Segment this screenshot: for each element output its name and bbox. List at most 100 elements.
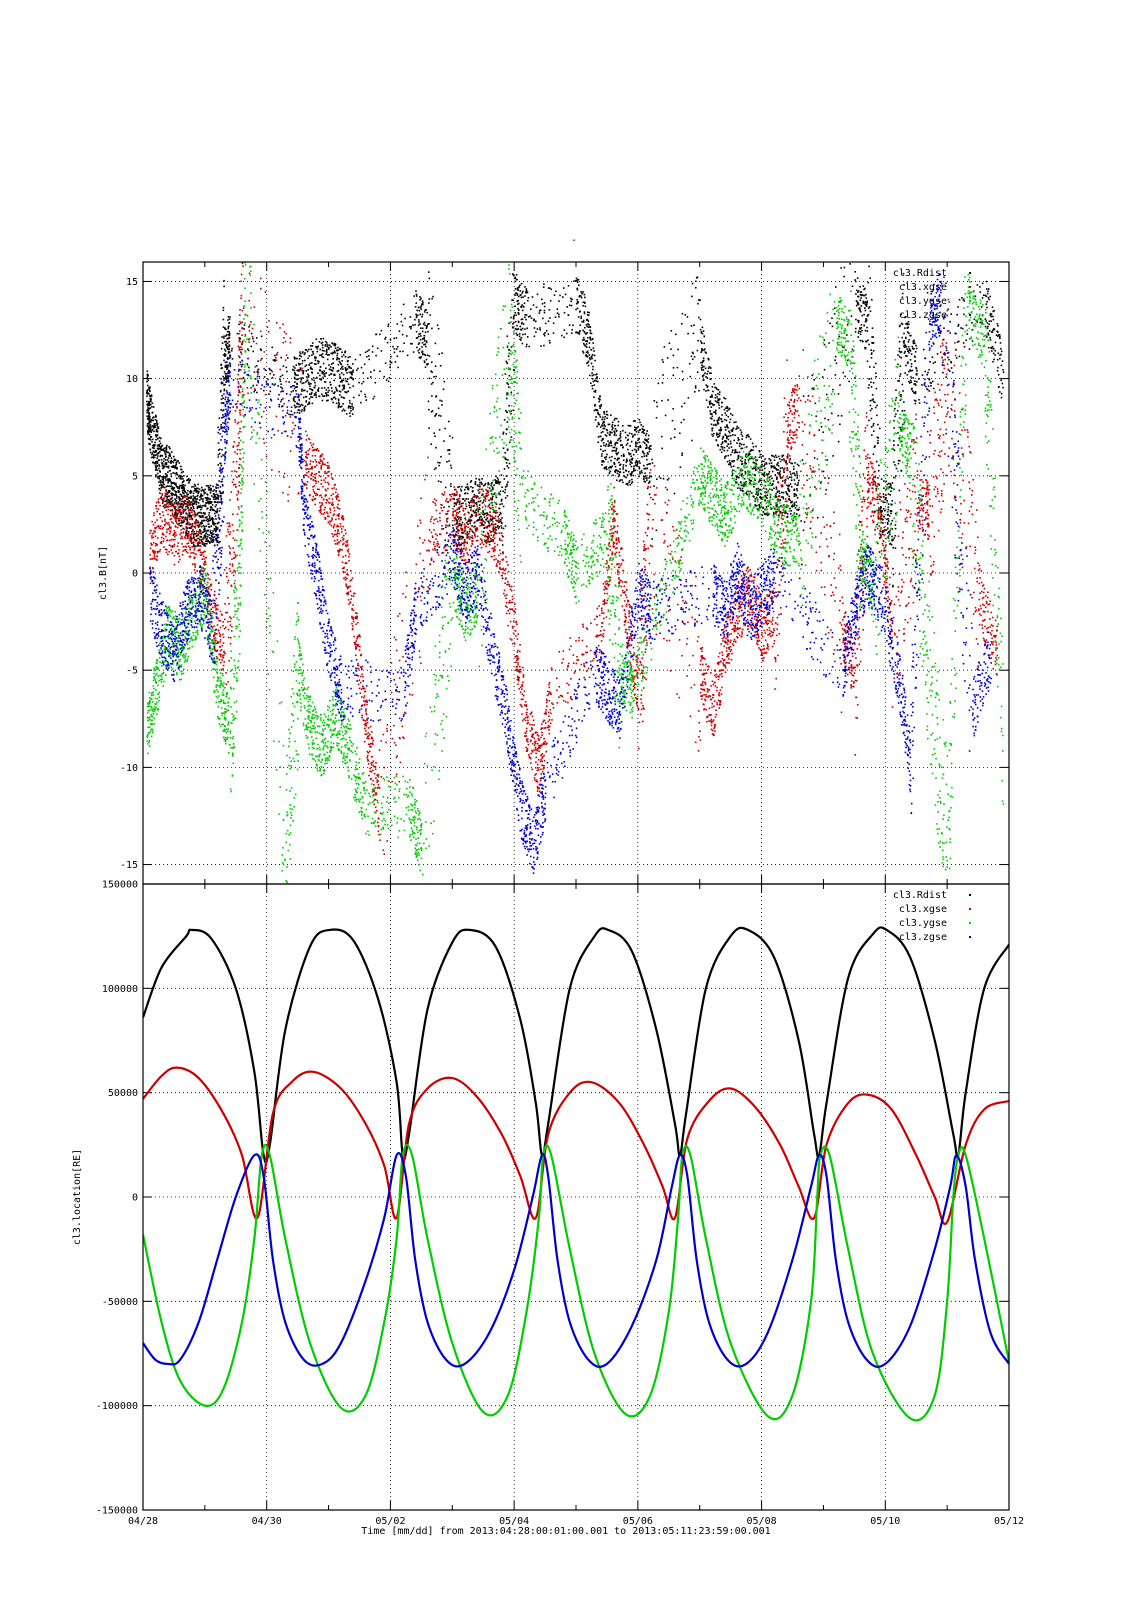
scatter-point [195, 500, 198, 502]
scatter-point [214, 496, 217, 498]
scatter-point [876, 404, 878, 407]
scatter-point [210, 495, 213, 497]
scatter-point [895, 397, 898, 399]
scatter-point [442, 388, 445, 391]
scatter-point [390, 355, 392, 358]
scatter-point [508, 322, 510, 325]
scatter-point [626, 482, 629, 485]
scatter-point [453, 505, 456, 508]
scatter-point [160, 482, 162, 484]
scatter-point [184, 491, 186, 493]
scatter-point [813, 379, 815, 381]
scatter-point [186, 505, 189, 508]
scatter-point [155, 507, 158, 510]
scatter-point [999, 391, 1001, 393]
scatter-point [856, 301, 859, 303]
scatter-point [146, 430, 149, 432]
scatter-point [763, 487, 765, 490]
scatter-point [1000, 392, 1003, 395]
scatter-point [737, 437, 739, 439]
scatter-point [738, 445, 741, 447]
scatter-point [502, 490, 504, 493]
scatter-point [522, 290, 524, 293]
scatter-point [695, 277, 698, 279]
scatter-point [740, 481, 742, 483]
scatter-point [186, 521, 189, 524]
scatter-point [241, 363, 244, 366]
scatter-point [192, 529, 194, 531]
scatter-point [543, 311, 546, 314]
scatter-point [200, 538, 203, 541]
scatter-point [150, 426, 152, 428]
scatter-point [152, 536, 155, 539]
scatter-point [628, 479, 631, 482]
scatter-point [874, 445, 876, 447]
scatter-point [517, 311, 519, 314]
scatter-point [424, 354, 427, 357]
scatter-point [213, 521, 215, 524]
scatter-point [173, 487, 176, 489]
scatter-point [489, 507, 492, 510]
scatter-point [153, 447, 155, 449]
scatter-point [346, 380, 348, 383]
scatter-point [696, 371, 699, 373]
scatter-point [471, 514, 474, 517]
scatter-point [749, 450, 752, 452]
scatter-point [387, 323, 390, 326]
scatter-point [279, 375, 282, 378]
scatter-point [484, 512, 487, 515]
scatter-point [418, 348, 421, 350]
scatter-point [296, 357, 298, 360]
scatter-point [648, 480, 651, 483]
scatter-point [224, 361, 227, 364]
scatter-point [214, 522, 217, 525]
scatter-point [175, 485, 178, 487]
scatter-point [490, 484, 492, 487]
scatter-point [632, 474, 635, 477]
scatter-point [149, 398, 152, 400]
scatter-point [513, 236, 515, 238]
scatter-point [458, 543, 460, 545]
scatter-point [348, 365, 351, 368]
scatter-point [714, 400, 717, 402]
scatter-point [154, 424, 156, 427]
scatter-point [444, 539, 446, 542]
scatter-point [201, 519, 203, 522]
scatter-point [636, 463, 638, 466]
scatter-point [205, 502, 207, 504]
scatter-point [512, 321, 515, 324]
scatter-point [212, 540, 215, 543]
scatter-point [496, 520, 498, 522]
scatter-point [159, 492, 161, 494]
scatter-point [193, 503, 195, 505]
scatter-point [437, 461, 439, 464]
scatter-point [943, 327, 945, 329]
scatter-point [645, 477, 647, 479]
scatter-point [155, 450, 157, 452]
scatter-point [438, 429, 441, 431]
scatter-point [207, 539, 209, 542]
scatter-point [794, 483, 796, 485]
scatter-point [159, 497, 162, 500]
scatter-point [466, 522, 468, 524]
scatter-point [164, 504, 166, 506]
scatter-point [793, 479, 796, 481]
scatter-point [444, 427, 446, 430]
scatter-point [338, 403, 341, 405]
scatter-point [421, 300, 424, 302]
scatter-point [295, 386, 297, 388]
scatter-point [488, 541, 491, 543]
scatter-point [622, 464, 625, 466]
scatter-point [342, 408, 345, 411]
scatter-point [157, 508, 160, 510]
scatter-point [635, 449, 637, 452]
scatter-point [153, 430, 155, 433]
scatter-point [580, 296, 583, 299]
scatter-point [755, 445, 757, 448]
scatter-point [707, 367, 710, 369]
scatter-point [694, 387, 697, 389]
scatter-point [191, 525, 194, 527]
scatter-point [997, 366, 999, 369]
scatter-point [418, 321, 420, 323]
scatter-point [491, 499, 493, 501]
